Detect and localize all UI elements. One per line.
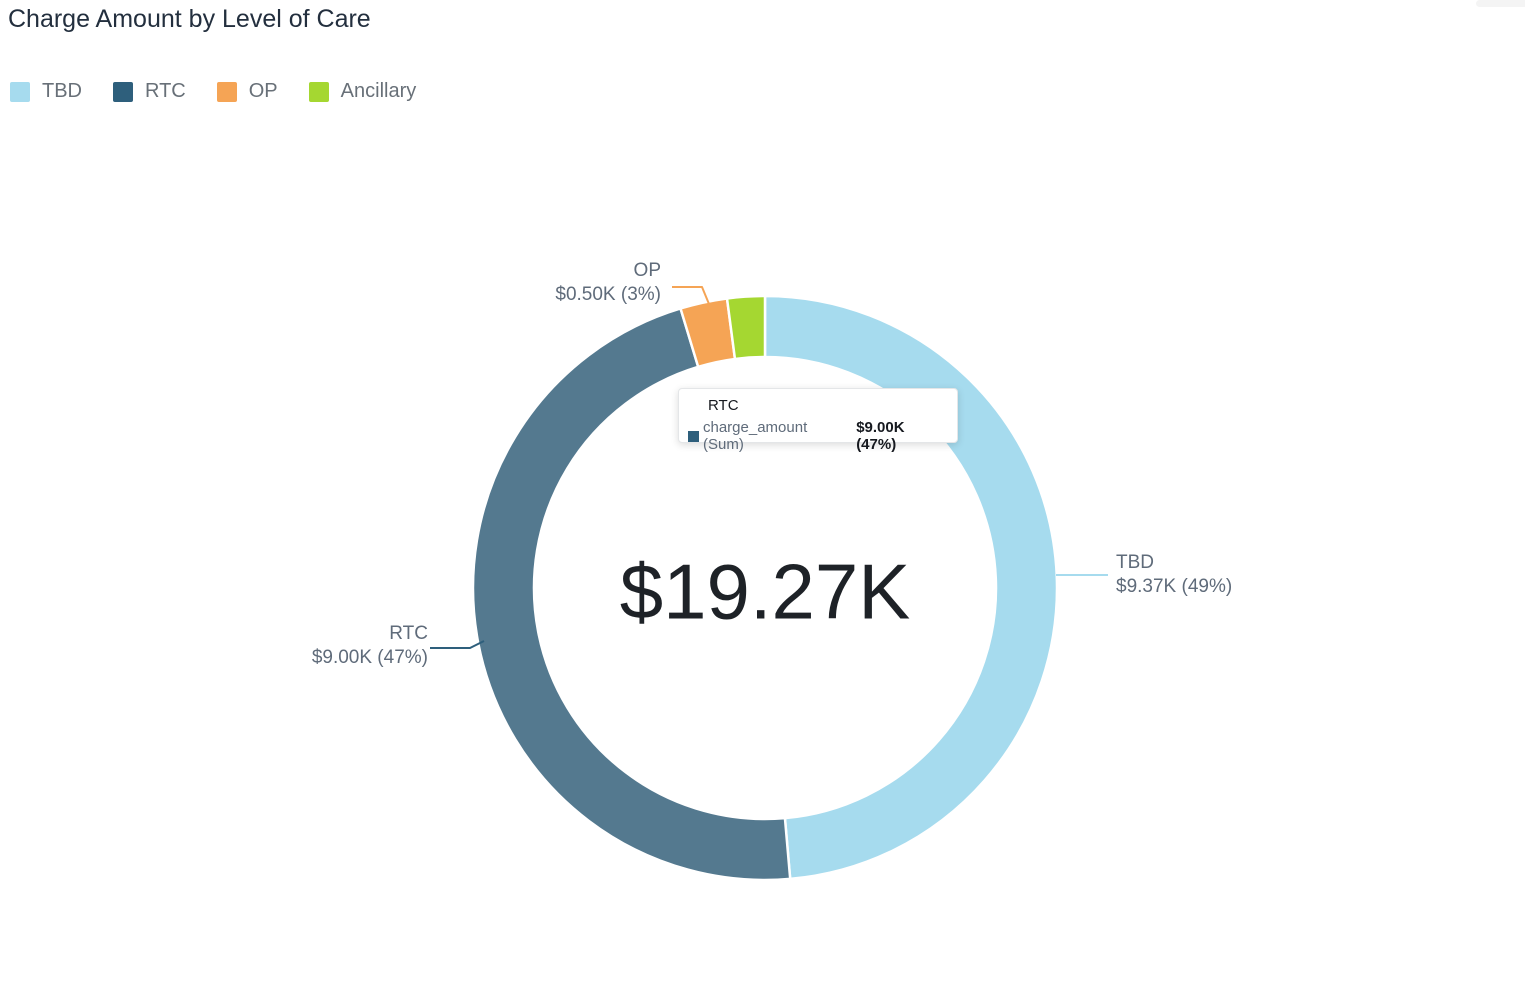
callout-op: OP $0.50K (3%)	[555, 259, 661, 307]
donut-slice-rtc[interactable]	[471, 306, 792, 882]
callout-rtc-value: $9.00K (47%)	[311, 647, 428, 668]
tooltip-row: charge_amount (Sum) $9.00K (47%)	[688, 419, 945, 453]
callout-rtc: RTC $9.00K (47%)	[312, 622, 428, 670]
donut-center-total: $19.27K	[619, 547, 911, 636]
callout-op-value: $0.50K (3%)	[555, 284, 661, 305]
legend-item-ancillary[interactable]: Ancillary	[308, 80, 417, 103]
callout-tbd-value: $9.37K (49%)	[1116, 576, 1233, 597]
legend-swatch-op	[216, 81, 237, 102]
chart-legend: TBD RTC OP Ancillary	[10, 80, 416, 103]
legend-label-rtc: RTC	[145, 80, 186, 102]
callout-tbd-label: TBD	[1116, 552, 1154, 573]
legend-item-op[interactable]: OP	[216, 80, 278, 103]
top-right-panel-fragment	[1476, 0, 1525, 7]
tooltip-metric-value: $9.00K (47%)	[856, 419, 905, 453]
donut-slice-tbd[interactable]	[763, 294, 1059, 881]
legend-swatch-ancillary	[308, 81, 329, 102]
legend-swatch-tbd	[10, 81, 30, 102]
legend-label-op: OP	[248, 80, 278, 102]
legend-label-tbd: TBD	[42, 80, 82, 102]
callout-rtc-label: RTC	[389, 623, 428, 644]
legend-item-tbd[interactable]: TBD	[10, 80, 82, 103]
tooltip-metric-label: charge_amount (Sum)	[703, 419, 808, 453]
tooltip-swatch	[688, 430, 699, 442]
chart-title: Charge Amount by Level of Care	[8, 5, 371, 33]
op-leader-line	[672, 286, 710, 305]
callout-op-label: OP	[633, 260, 661, 281]
tooltip: RTC charge_amount (Sum) $9.00K (47%)	[678, 388, 958, 453]
donut-slice-ancillary[interactable]	[725, 294, 767, 361]
legend-swatch-rtc	[113, 81, 133, 102]
legend-item-rtc[interactable]: RTC	[113, 80, 186, 103]
rtc-leader-line	[430, 640, 485, 649]
legend-label-ancillary: Ancillary	[340, 80, 417, 102]
callout-tbd: TBD $9.37K (49%)	[1116, 551, 1232, 599]
tooltip-title: RTC	[708, 397, 739, 414]
